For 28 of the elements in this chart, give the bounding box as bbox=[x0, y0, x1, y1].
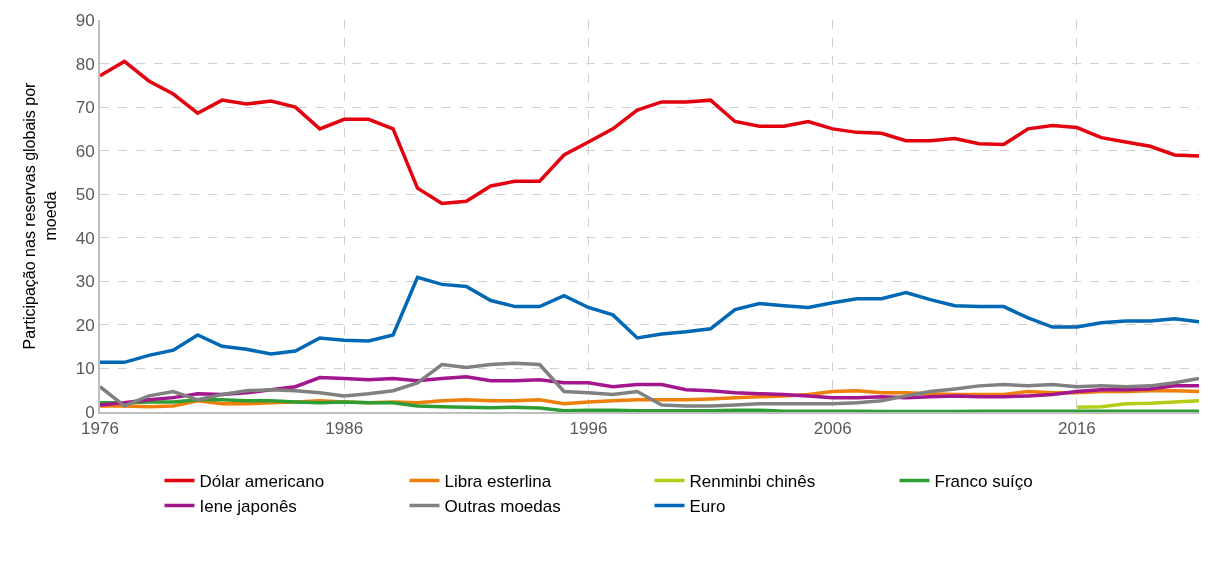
y-tick-label: 70 bbox=[75, 98, 95, 118]
legend-label: Dólar americano bbox=[199, 472, 325, 492]
x-tick-label: 2016 bbox=[1057, 419, 1096, 439]
y-tick-label: 80 bbox=[75, 54, 95, 74]
y-tick-label: 10 bbox=[75, 359, 95, 379]
legend-label: Renminbi chinês bbox=[689, 472, 816, 492]
y-tick-label: 30 bbox=[75, 272, 95, 292]
y-tick-label: 40 bbox=[75, 228, 95, 248]
legend-label: Outras moedas bbox=[444, 497, 561, 517]
line-series bbox=[100, 59, 1199, 206]
legend-label: Libra esterlina bbox=[444, 472, 552, 492]
line-series bbox=[100, 374, 1199, 407]
legend-label: Euro bbox=[689, 497, 726, 517]
line-series bbox=[1075, 398, 1199, 409]
y-axis-title: Participação nas reservas globais por moeda bbox=[21, 81, 60, 350]
y-tick-label: 0 bbox=[85, 402, 95, 422]
y-tick-label: 90 bbox=[75, 10, 95, 30]
legend-label: Franco suíço bbox=[934, 472, 1033, 492]
legend-label: Iene japonês bbox=[199, 497, 297, 517]
y-tick-label: 20 bbox=[75, 315, 95, 335]
y-tick-label: 50 bbox=[75, 185, 95, 205]
line-series bbox=[100, 361, 1199, 408]
line-series bbox=[100, 275, 1199, 365]
x-tick-label: 1986 bbox=[325, 419, 364, 439]
x-tick-label: 2006 bbox=[813, 419, 852, 439]
x-tick-label: 1996 bbox=[569, 419, 608, 439]
y-tick-label: 60 bbox=[75, 141, 95, 161]
x-tick-label: 1976 bbox=[81, 419, 119, 439]
